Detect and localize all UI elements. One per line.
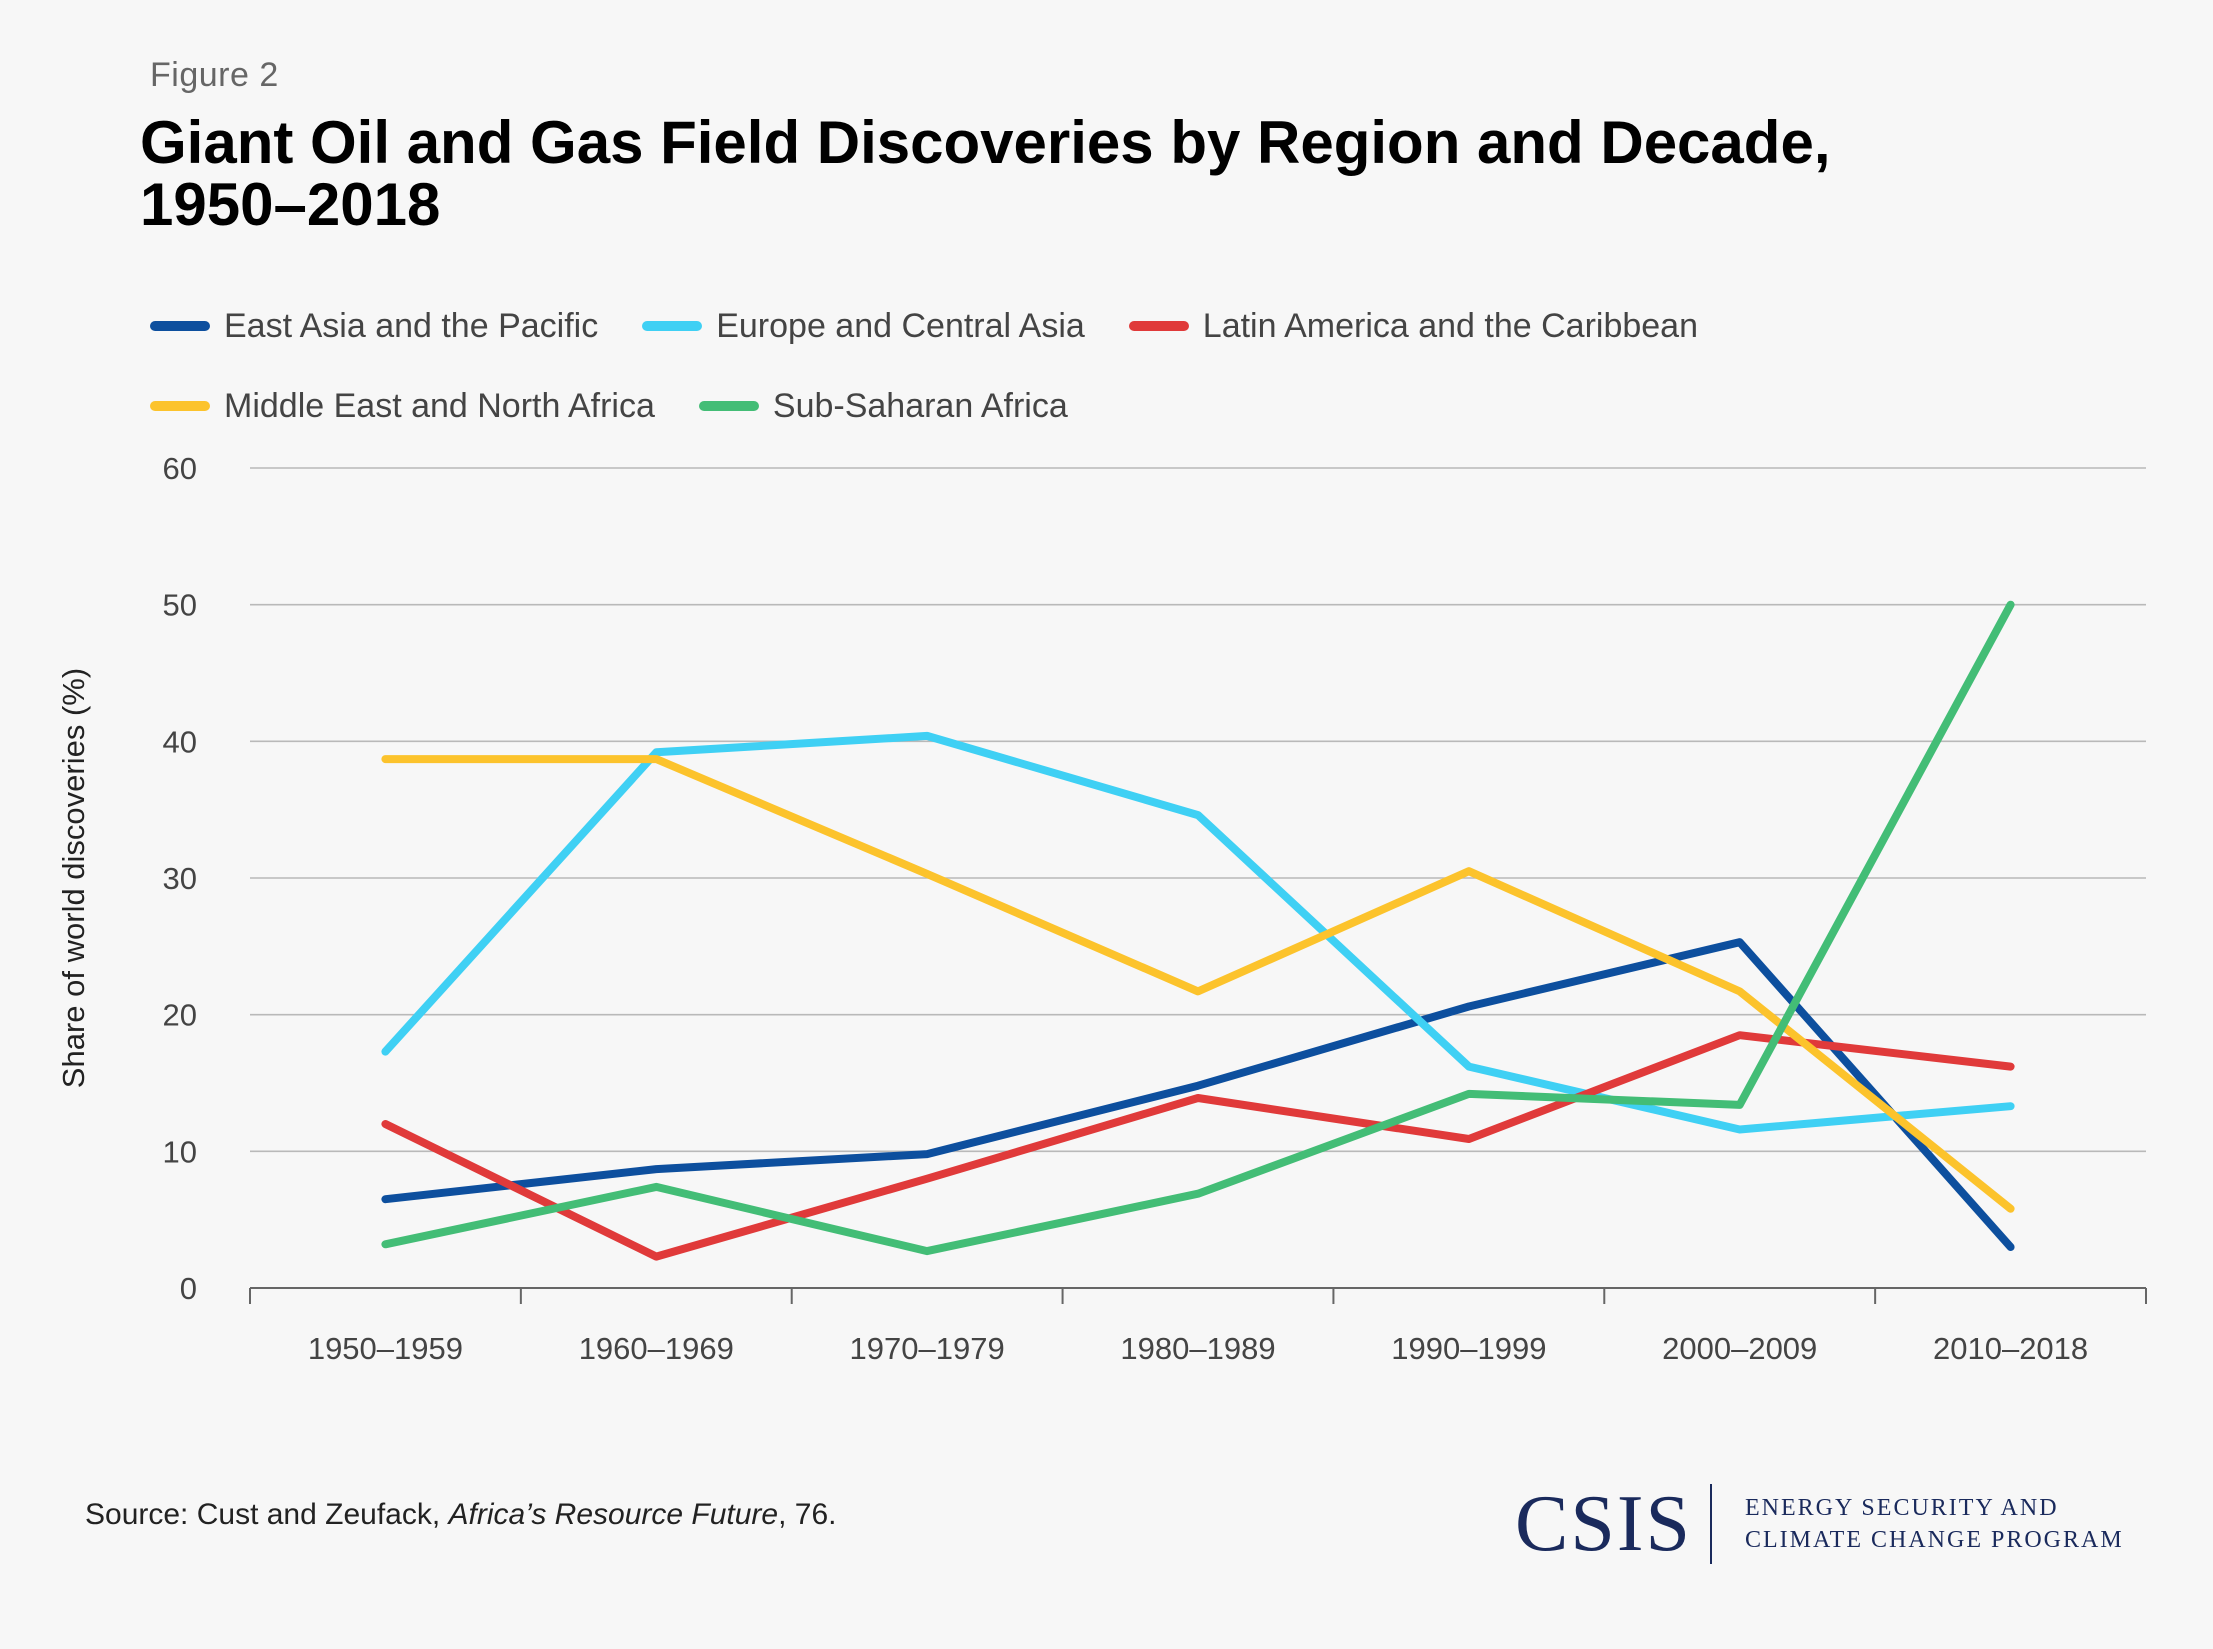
y-tick-label: 40 [163,724,197,759]
series-line-middle-east-and-north-africa [381,755,2015,1213]
y-tick-label: 30 [163,861,197,896]
y-tick-label: 60 [163,451,197,486]
legend-row-1: East Asia and the Pacific Europe and Cen… [150,286,2050,366]
series-line-east-asia-and-the-pacific [381,938,2015,1251]
x-tick-label: 1990–1999 [1391,1331,1546,1366]
y-tick-label: 10 [163,1134,197,1169]
legend-item-east-asia-pacific: East Asia and the Pacific [150,307,598,346]
chart-title: Giant Oil and Gas Field Discoveries by R… [140,109,1831,238]
legend-label: Latin America and the Caribbean [1202,306,1699,345]
source-note: Source: Cust and Zeufack, Africa’s Resou… [85,1498,836,1532]
x-tick-label: 2010–2018 [1933,1331,2088,1366]
y-tick-label: 20 [163,998,197,1033]
series-line-latin-america-and-the-caribbean [381,1031,2015,1261]
legend-label: Sub-Saharan Africa [772,386,1068,425]
legend-label: East Asia and the Pacific [224,306,599,345]
x-tick-label: 2000–2009 [1662,1331,1817,1366]
x-tick-label: 1950–1959 [308,1331,463,1366]
source-suffix: , 76. [778,1498,837,1531]
legend-item-europe-central-asia: Europe and Central Asia [642,307,1085,346]
legend-item-middle-east-north-africa: Middle East and North Africa [150,387,655,426]
x-tick-label: 1960–1969 [579,1331,734,1366]
legend-label: Middle East and North Africa [224,386,655,425]
x-tick-label: 1980–1989 [1120,1331,1275,1366]
legend-swatch-latin-america-caribbean [1128,321,1189,331]
y-tick-label: 0 [180,1271,197,1306]
legend-item-latin-america-caribbean: Latin America and the Caribbean [1128,306,1699,346]
legend-item-sub-saharan-africa: Sub-Saharan Africa [698,386,1068,426]
logo-program-line-1: ENERGY SECURITY AND [1745,1495,2059,1521]
source-prefix: Source: Cust and Zeufack, [85,1498,449,1531]
legend-swatch-europe-central-asia [642,321,703,331]
logo-program-line-2: CLIMATE CHANGE PROGRAM [1745,1527,2124,1553]
csis-logo: CSIS ENERGY SECURITY AND CLIMATE CHANGE … [1515,1484,2155,1564]
legend-swatch-east-asia-pacific [150,321,210,331]
x-tick-label: 1970–1979 [850,1331,1005,1366]
figure-label: Figure 2 [150,56,279,94]
y-axis-label: Share of world discoveries (%) [56,668,91,1088]
y-tick-label: 50 [163,588,197,623]
logo-divider [1710,1484,1712,1564]
source-title: Africa’s Resource Future [448,1498,779,1531]
legend-label: Europe and Central Asia [716,306,1085,345]
logo-program: ENERGY SECURITY AND CLIMATE CHANGE PROGR… [1745,1492,2124,1556]
series-line-sub-saharan-africa [381,600,2015,1256]
legend-row-2: Middle East and North Africa Sub-Saharan… [150,366,2050,446]
series-line-europe-and-central-asia [381,731,2015,1134]
logo-wordmark: CSIS [1515,1480,1692,1568]
legend-swatch-sub-saharan-africa [698,401,759,411]
chart-legend: East Asia and the Pacific Europe and Cen… [150,286,2050,446]
legend-swatch-middle-east-north-africa [150,401,210,411]
